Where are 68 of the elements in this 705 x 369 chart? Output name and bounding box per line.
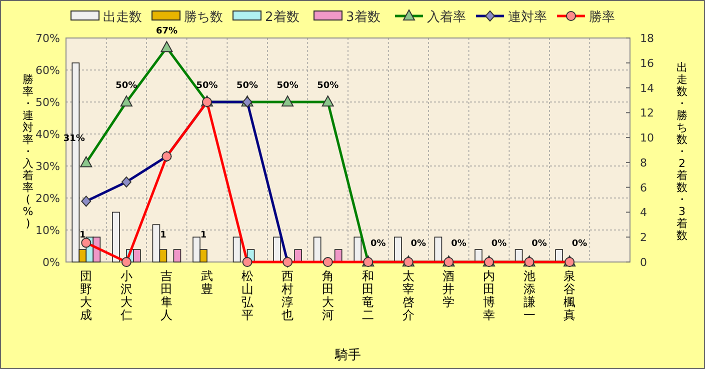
legend-label: 2着数 (265, 9, 300, 25)
data-label: 50% (196, 81, 218, 91)
data-label: 1 (160, 230, 166, 241)
x-tick-label: 角田大河 (322, 269, 334, 322)
y-tick-label: 0% (42, 256, 60, 269)
x-tick-label: 池添謙一 (523, 269, 536, 322)
y2-tick-label: 2 (640, 231, 647, 244)
x-tick-label: 武豊 (201, 269, 213, 296)
y2-tick-label: 14 (640, 82, 654, 95)
data-label: 0% (572, 239, 588, 249)
y-tick-label: 60% (36, 64, 60, 77)
legend-label: 3着数 (346, 9, 380, 25)
bar (232, 236, 241, 262)
data-label: 1 (200, 230, 207, 241)
data-label: 50% (317, 81, 339, 91)
y2-tick-label: 16 (640, 56, 654, 70)
y-tick-label: 30% (36, 160, 60, 173)
bar (555, 249, 563, 262)
bar (112, 212, 120, 262)
bar (334, 249, 342, 262)
bar (313, 236, 322, 262)
x-tick-label: 小沢大仁 (119, 269, 132, 322)
bar (294, 249, 302, 262)
x-tick-label: 酒井学 (442, 269, 455, 309)
x-tick-label: 西村淳也 (280, 269, 294, 322)
bar (354, 236, 362, 262)
data-label: 0% (370, 239, 386, 249)
x-tick-label: 団野大成 (80, 269, 92, 322)
y2-tick-label: 18 (640, 32, 654, 45)
legend-label: 出走数 (103, 10, 142, 25)
y2-tick-label: 8 (640, 156, 647, 170)
bar (434, 236, 442, 262)
legend-label: 入着率 (427, 9, 466, 25)
y-tick-label: 10% (36, 224, 60, 237)
x-tick-label: 吉田隼人 (160, 269, 173, 322)
y2-tick-label: 12 (640, 106, 654, 120)
data-label: 0% (451, 239, 466, 249)
x-tick-label: 泉谷楓真 (564, 269, 576, 322)
bar (394, 236, 402, 262)
x-tick-label: 内田博幸 (483, 269, 495, 322)
data-label: 50% (276, 81, 298, 91)
bar (474, 249, 482, 262)
y-tick-label: 20% (36, 192, 60, 205)
y-tick-label: 50% (36, 96, 60, 109)
text: 出走数・勝ち数・2着数・3着数 (676, 61, 688, 242)
x-tick-label: 松山弘平 (241, 269, 254, 322)
x-tick-label: 和田竜二 (362, 269, 374, 322)
y2-tick-label: 10 (640, 132, 654, 145)
y2-tick-label: 4 (640, 206, 647, 220)
legend-label: 連対率 (508, 9, 547, 25)
bar (173, 249, 182, 262)
legend-label: 勝率 (589, 9, 615, 25)
y-tick-label: 40% (36, 128, 60, 141)
data-label: 0% (491, 239, 507, 249)
data-label: 0% (532, 239, 547, 249)
data-label: 0% (410, 239, 426, 249)
legend-label: 勝ち数 (184, 10, 223, 25)
y-tick-label: 70% (36, 32, 60, 45)
bar (273, 236, 281, 262)
x-tick-label: 太宰啓介 (402, 269, 414, 322)
data-label: 67% (156, 26, 178, 37)
text: 勝率・連対率・入着率(%) (22, 73, 34, 230)
y2-tick-label: 0 (640, 256, 647, 269)
data-label: 1 (80, 230, 86, 241)
y2-tick-label: 6 (640, 181, 647, 194)
x-axis-title: 騎手 (334, 348, 361, 363)
data-label: 50% (116, 81, 138, 91)
data-label: 50% (236, 81, 258, 91)
